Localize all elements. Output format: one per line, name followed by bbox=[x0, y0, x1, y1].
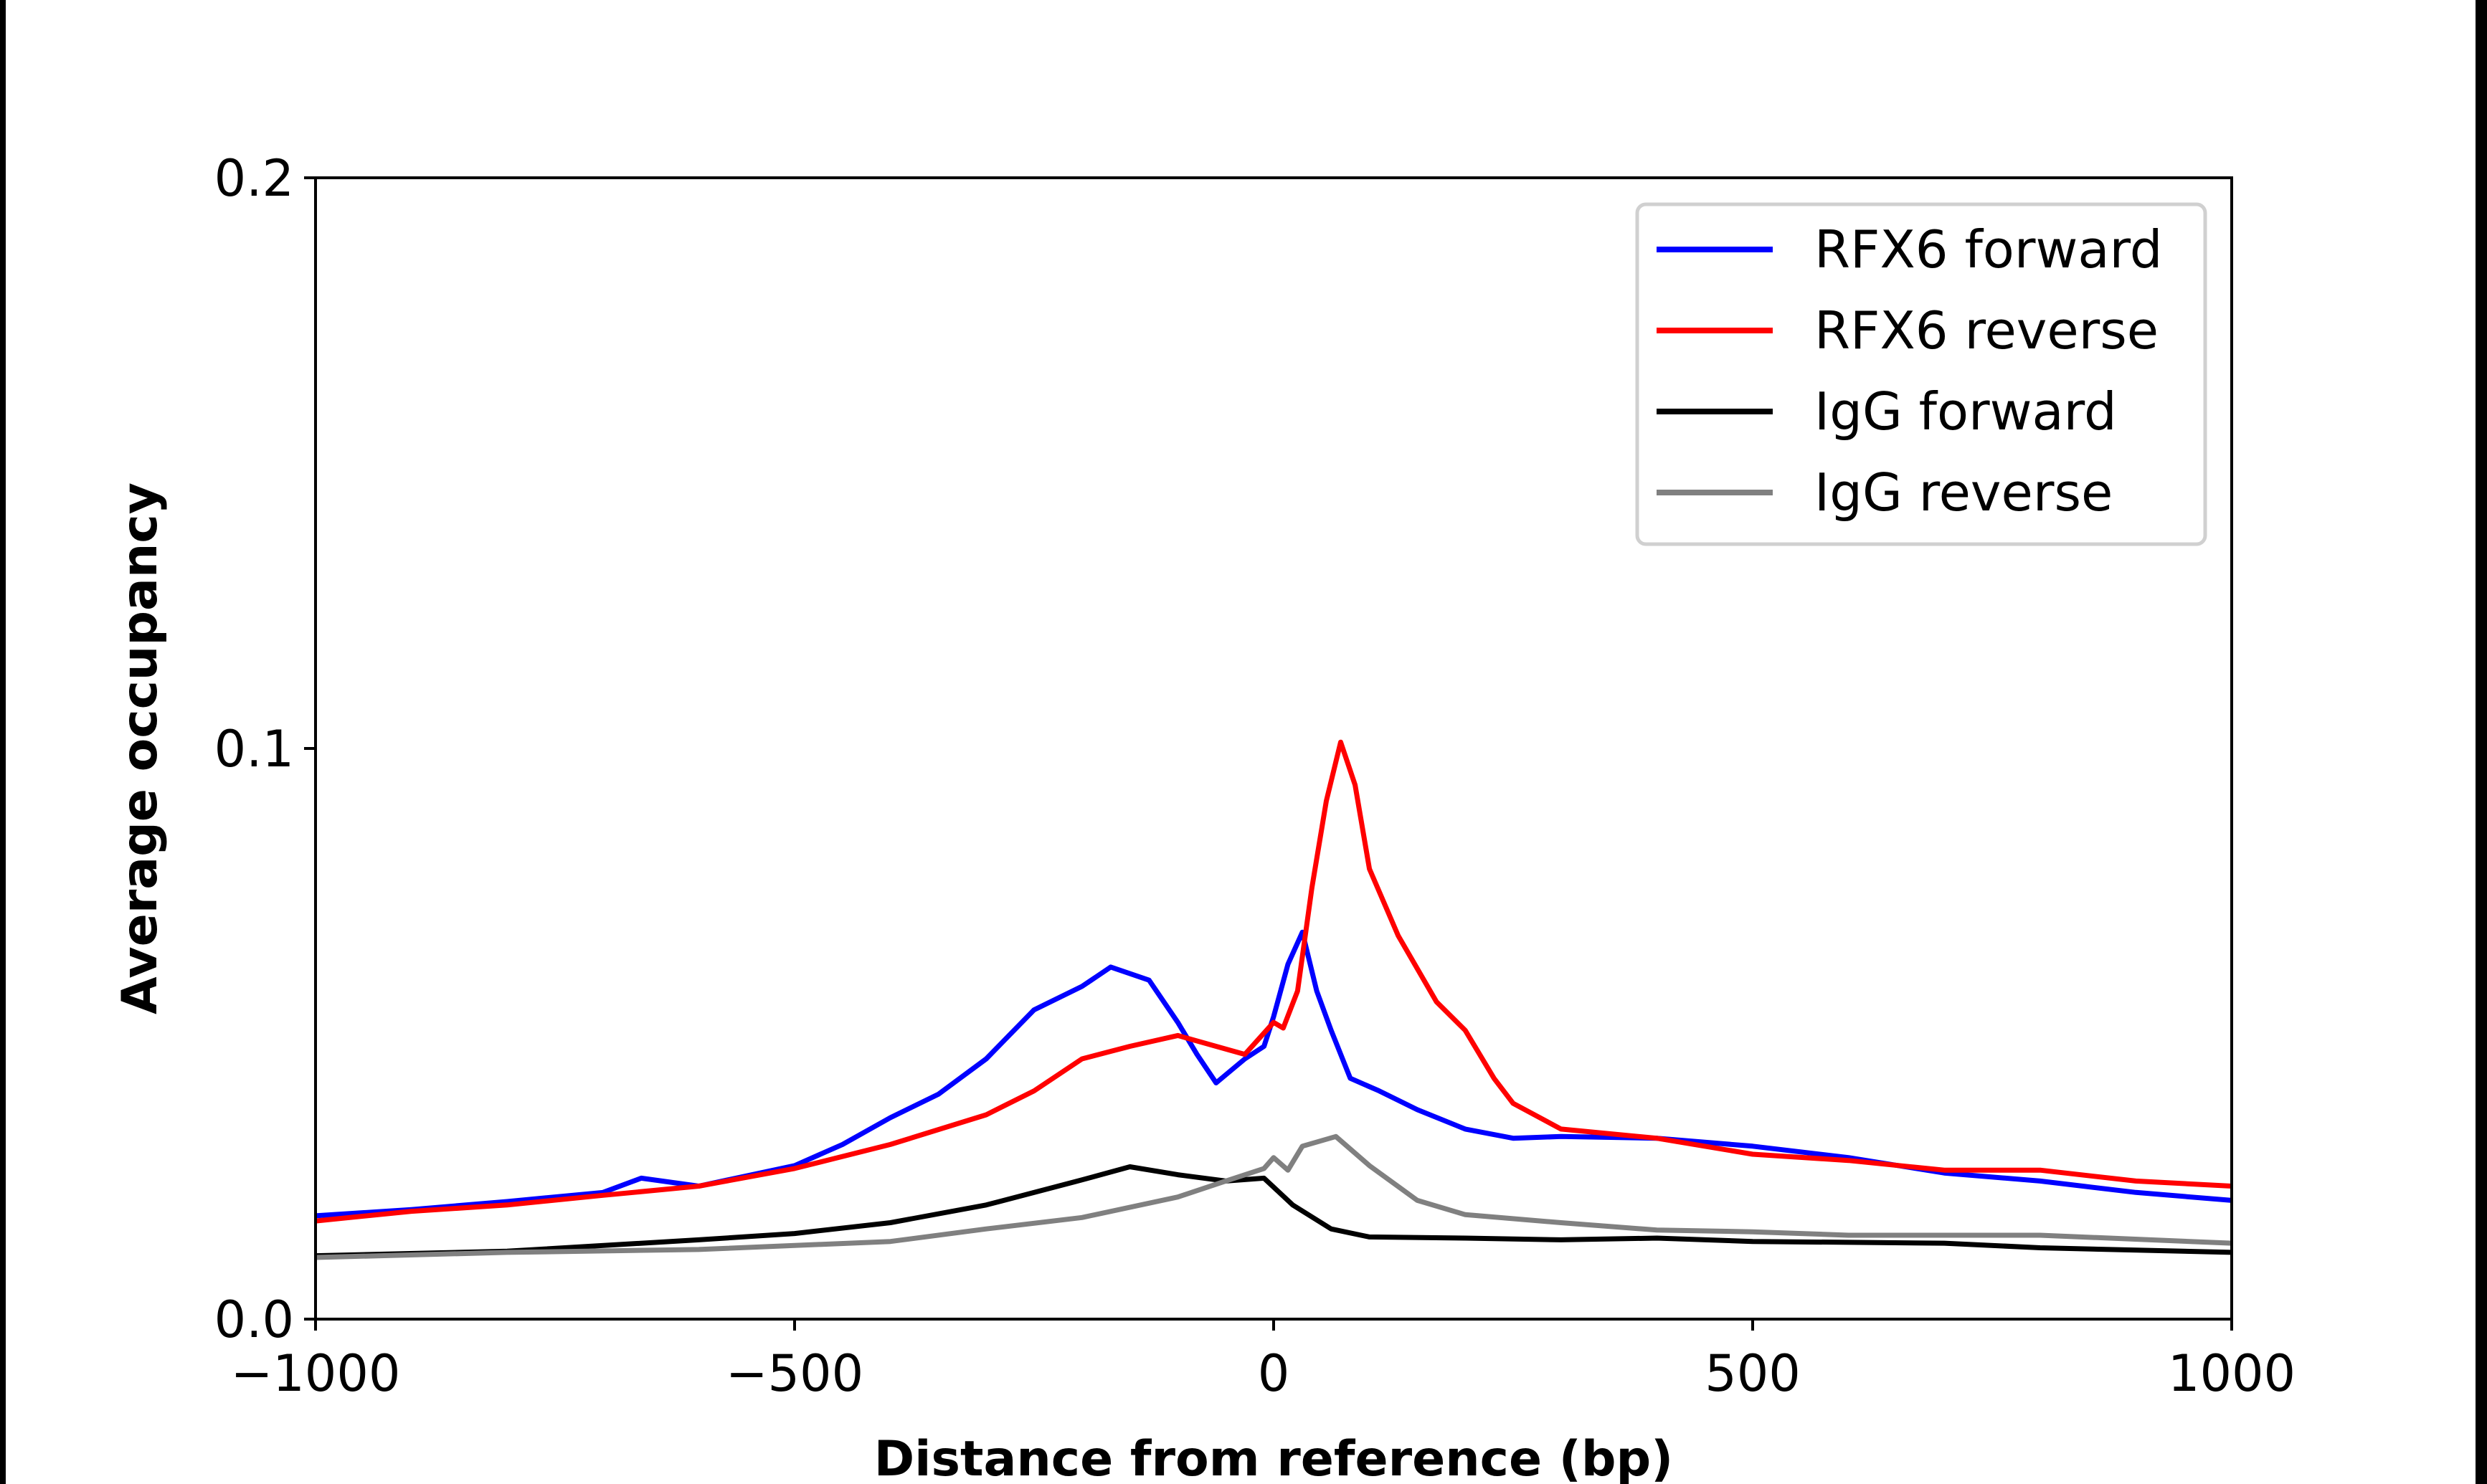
series-line-igg-forward bbox=[315, 1164, 2232, 1259]
x-tick-label: −500 bbox=[726, 1344, 863, 1403]
legend-label: IgG forward bbox=[1814, 381, 2117, 442]
legend: RFX6 forward RFX6 reverse IgG forward IgG r… bbox=[1635, 202, 2207, 546]
legend-label: RFX6 forward bbox=[1814, 219, 2163, 280]
y-tick-label: 0.2 bbox=[214, 149, 294, 208]
series-line-rfx6-forward bbox=[315, 929, 2232, 1219]
y-axis-label: Average occupancy bbox=[112, 482, 169, 1014]
x-tick-label: 0 bbox=[1258, 1344, 1290, 1403]
x-tick-label: −1000 bbox=[231, 1344, 401, 1403]
y-tick-label: 0.1 bbox=[214, 720, 294, 779]
right-border bbox=[2476, 0, 2487, 1484]
x-tick-label: 1000 bbox=[2168, 1344, 2296, 1403]
left-border bbox=[0, 0, 6, 1484]
x-axis-label: Distance from reference (bp) bbox=[874, 1431, 1674, 1484]
y-tick-label: 0.0 bbox=[214, 1290, 294, 1349]
series-layer bbox=[315, 739, 2232, 1260]
series-line-igg-reverse bbox=[315, 1133, 2232, 1260]
legend-label: IgG reverse bbox=[1814, 462, 2113, 523]
y-axis: 0.0 0.1 0.2 bbox=[214, 149, 316, 1349]
x-axis: −1000 −500 0 500 1000 bbox=[231, 1319, 2296, 1403]
legend-box bbox=[1635, 202, 2207, 546]
legend-label: RFX6 reverse bbox=[1814, 300, 2159, 361]
x-tick-label: 500 bbox=[1705, 1344, 1801, 1403]
series-line-rfx6-reverse bbox=[315, 739, 2232, 1224]
